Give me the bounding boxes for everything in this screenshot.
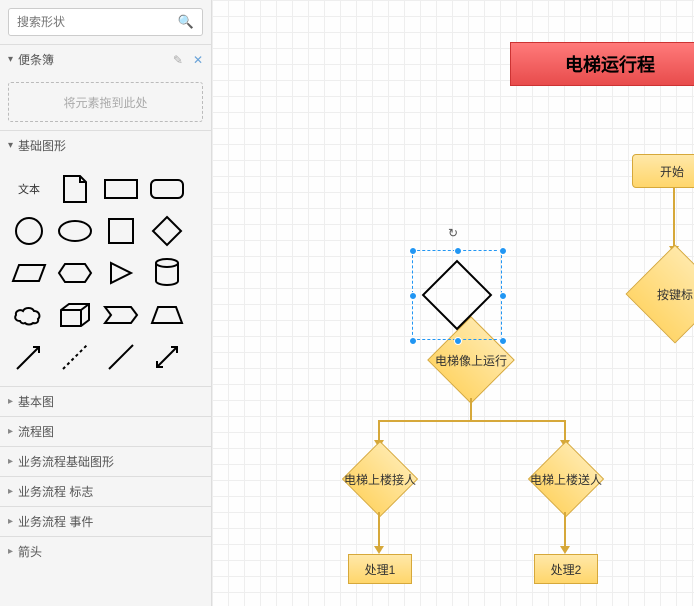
resize-handle-ne[interactable]	[499, 247, 507, 255]
expand-icon: ▸	[8, 486, 18, 497]
collapsed-section[interactable]: ▸业务流程 事件	[0, 506, 211, 536]
collapsed-sections: ▸基本图▸流程图▸业务流程基础图形▸业务流程 标志▸业务流程 事件▸箭头	[0, 386, 211, 566]
scratchpad-header[interactable]: ▾ 便条簿 ✎ ✕	[0, 45, 211, 74]
expand-icon: ▸	[8, 396, 18, 407]
basic-shapes-header[interactable]: ▾ 基础图形	[0, 131, 211, 160]
edge	[378, 420, 566, 422]
title-node[interactable]: 电梯运行程	[510, 42, 694, 86]
section-title: 业务流程基础图形	[18, 453, 114, 470]
edge	[470, 398, 472, 422]
shape-triangle[interactable]	[98, 252, 144, 294]
edge	[378, 512, 380, 548]
expand-icon: ▸	[8, 516, 18, 527]
shape-palette: 文本	[0, 160, 211, 386]
search-box[interactable]: 🔍	[8, 8, 203, 36]
basic-shapes-section: ▾ 基础图形 文本	[0, 130, 211, 386]
resize-handle-w[interactable]	[409, 292, 417, 300]
arrow-icon	[374, 546, 384, 554]
resize-handle-n[interactable]	[454, 247, 462, 255]
decision-node-3[interactable]: 电梯上楼接人	[320, 444, 440, 514]
shape-rect[interactable]	[98, 168, 144, 210]
edit-icon[interactable]: ✎	[173, 53, 183, 67]
decision-node-4[interactable]: 电梯上楼送人	[506, 444, 626, 514]
selected-diamond-shape[interactable]	[422, 260, 493, 331]
edge	[673, 188, 675, 248]
shape-cloud[interactable]	[6, 294, 52, 336]
shape-diamond[interactable]	[144, 210, 190, 252]
edge	[564, 512, 566, 548]
shape-arrow[interactable]	[6, 336, 52, 378]
shape-page[interactable]	[52, 168, 98, 210]
process-node-1[interactable]: 处理1	[348, 554, 412, 584]
scratchpad-title: 便条簿	[18, 51, 173, 68]
collapsed-section[interactable]: ▸基本图	[0, 386, 211, 416]
shape-parallelogram[interactable]	[6, 252, 52, 294]
collapsed-section[interactable]: ▸业务流程基础图形	[0, 446, 211, 476]
shape-dashed-line[interactable]	[52, 336, 98, 378]
resize-handle-se[interactable]	[499, 337, 507, 345]
resize-handle-nw[interactable]	[409, 247, 417, 255]
basic-shapes-title: 基础图形	[18, 137, 203, 154]
expand-icon: ▸	[8, 546, 18, 557]
section-title: 业务流程 标志	[18, 483, 93, 500]
section-title: 箭头	[18, 543, 42, 560]
close-icon[interactable]: ✕	[193, 53, 203, 67]
shape-text[interactable]: 文本	[6, 168, 52, 210]
shape-trapezoid[interactable]	[144, 294, 190, 336]
shape-ellipse[interactable]	[52, 210, 98, 252]
shape-step[interactable]	[98, 294, 144, 336]
arrow-icon	[560, 546, 570, 554]
search-input[interactable]	[17, 15, 178, 29]
process-node-2[interactable]: 处理2	[534, 554, 598, 584]
shape-roundrect[interactable]	[144, 168, 190, 210]
shape-cylinder[interactable]	[144, 252, 190, 294]
collapsed-section[interactable]: ▸流程图	[0, 416, 211, 446]
collapsed-section[interactable]: ▸业务流程 标志	[0, 476, 211, 506]
edge	[564, 420, 566, 442]
shape-cube[interactable]	[52, 294, 98, 336]
decision-node-1[interactable]: 按键标	[610, 254, 694, 334]
section-title: 基本图	[18, 393, 54, 410]
edge	[378, 420, 380, 442]
flowchart-canvas[interactable]: 电梯运行程 开始 按键标 电梯像上运行 电梯上楼接人 电梯上楼送人 处理1 处理…	[212, 0, 694, 606]
scratchpad-section: ▾ 便条簿 ✎ ✕ 将元素拖到此处	[0, 44, 211, 122]
start-node[interactable]: 开始	[632, 154, 694, 188]
resize-handle-sw[interactable]	[409, 337, 417, 345]
shape-double-arrow[interactable]	[144, 336, 190, 378]
expand-icon: ▸	[8, 456, 18, 467]
search-icon[interactable]: 🔍	[178, 14, 194, 30]
expand-icon: ▸	[8, 426, 18, 437]
collapse-icon: ▾	[8, 140, 18, 151]
collapse-icon: ▾	[8, 54, 18, 65]
shape-circle[interactable]	[6, 210, 52, 252]
resize-handle-e[interactable]	[499, 292, 507, 300]
collapsed-section[interactable]: ▸箭头	[0, 536, 211, 566]
shape-hexagon[interactable]	[52, 252, 98, 294]
section-title: 业务流程 事件	[18, 513, 93, 530]
resize-handle-s[interactable]	[454, 337, 462, 345]
shape-square[interactable]	[98, 210, 144, 252]
section-title: 流程图	[18, 423, 54, 440]
rotate-icon[interactable]: ↻	[448, 226, 458, 240]
scratchpad-dropzone[interactable]: 将元素拖到此处	[8, 82, 203, 122]
shape-sidebar: 🔍 ▾ 便条簿 ✎ ✕ 将元素拖到此处 ▾ 基础图形 文本	[0, 0, 212, 606]
shape-line[interactable]	[98, 336, 144, 378]
selection-box[interactable]	[412, 250, 502, 340]
